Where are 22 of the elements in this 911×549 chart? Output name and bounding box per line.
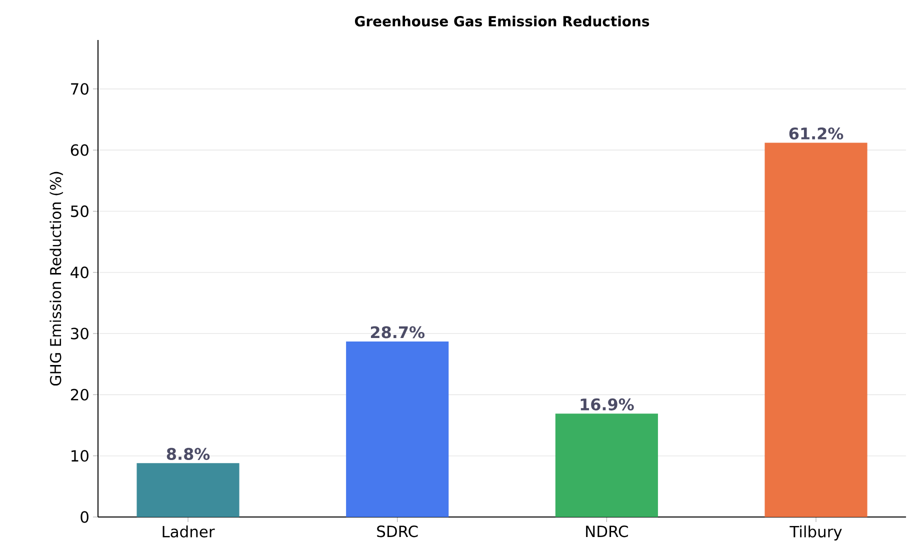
data-label: 16.9% [580, 398, 634, 410]
chart-title: Greenhouse Gas Emission Reductions [354, 16, 650, 27]
x-tick-label: SDRC [377, 526, 418, 538]
bar [764, 142, 868, 517]
y-tick-label: 20 [70, 388, 88, 401]
data-label: 61.2% [789, 127, 844, 140]
x-tick-label: NDRC [586, 526, 628, 538]
y-tick-label: 70 [71, 83, 88, 95]
y-tick-label: 40 [70, 266, 88, 278]
bar [346, 341, 449, 517]
bar [555, 414, 658, 517]
y-tick-label: 30 [71, 328, 88, 340]
y-tick-label: 60 [70, 144, 88, 156]
x-tick-label: Tilbury [790, 526, 842, 540]
data-label: 28.7% [370, 326, 424, 338]
data-label: 8.8% [166, 448, 210, 460]
y-tick-label: 0 [80, 511, 88, 523]
y-tick-label: 50 [71, 205, 88, 218]
x-tick-label: Ladner [162, 526, 215, 538]
y-tick-label: 10 [72, 450, 88, 462]
y-axis-title: GHG Emission Reduction (%) [50, 172, 63, 386]
bar [136, 463, 240, 517]
